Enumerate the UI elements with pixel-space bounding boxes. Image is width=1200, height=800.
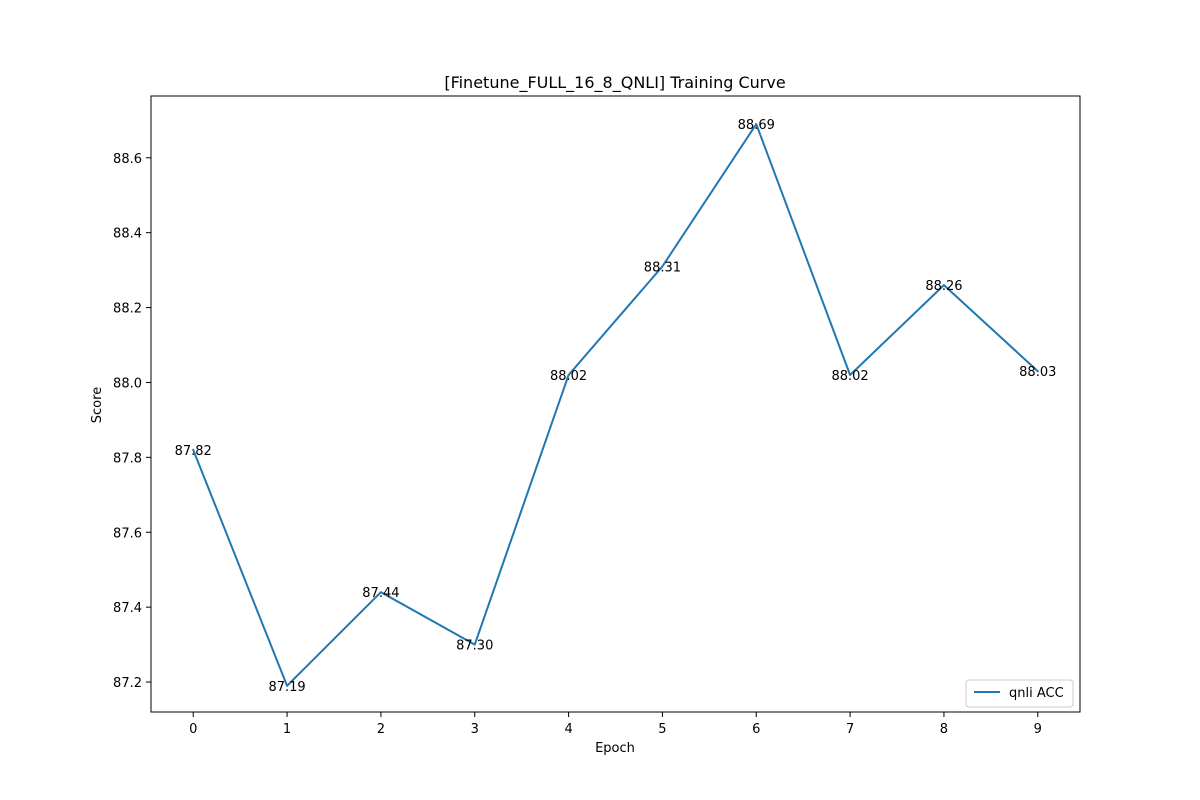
x-tick-label: 4 <box>564 722 572 737</box>
data-label: 88.26 <box>925 279 962 294</box>
data-label: 88.69 <box>738 118 775 133</box>
y-tick-label: 88.6 <box>113 152 142 167</box>
x-tick-label: 9 <box>1034 722 1042 737</box>
legend-box <box>965 679 1074 708</box>
y-tick-label: 87.8 <box>113 451 142 466</box>
legend-label-qnli-acc: qnli ACC <box>1009 686 1064 701</box>
x-tick-label: 0 <box>189 722 197 737</box>
y-tick-label: 88.2 <box>113 302 142 317</box>
x-tick-label: 2 <box>377 722 385 737</box>
y-tick-label: 88.4 <box>113 227 142 242</box>
data-label: 87.19 <box>268 680 305 695</box>
x-tick-label: 6 <box>752 722 760 737</box>
x-tick-label: 8 <box>940 722 948 737</box>
x-tick-label: 5 <box>658 722 666 737</box>
y-tick-label: 87.4 <box>113 601 142 616</box>
x-axis-label: Epoch <box>595 741 635 756</box>
data-label: 87.44 <box>362 586 399 601</box>
data-label: 88.03 <box>1019 365 1056 380</box>
x-tick-label: 7 <box>846 722 854 737</box>
y-tick-label: 88.0 <box>113 376 142 391</box>
data-label: 87.82 <box>175 444 212 459</box>
x-tick-label: 3 <box>471 722 479 737</box>
data-label: 88.31 <box>644 260 681 275</box>
y-tick-label: 87.6 <box>113 526 142 541</box>
y-tick-label: 87.2 <box>113 676 142 691</box>
series-line-qnli-acc <box>191 123 1040 687</box>
plot-area: 0 1 2 3 4 5 6 7 8 9 87.2 87.4 87.6 87.8 88.0 88.2 88.4 88… <box>113 95 1081 737</box>
x-tick-label: 1 <box>283 722 291 737</box>
legend: qnli ACC <box>965 679 1074 708</box>
axes-frame <box>150 95 1081 713</box>
data-label: 87.30 <box>456 639 493 654</box>
data-label: 88.02 <box>831 369 868 384</box>
data-label: 88.02 <box>550 369 587 384</box>
chart-title: [Finetune_FULL_16_8_QNLI] Training Curve <box>444 73 785 93</box>
y-axis-label: Score <box>90 387 105 423</box>
